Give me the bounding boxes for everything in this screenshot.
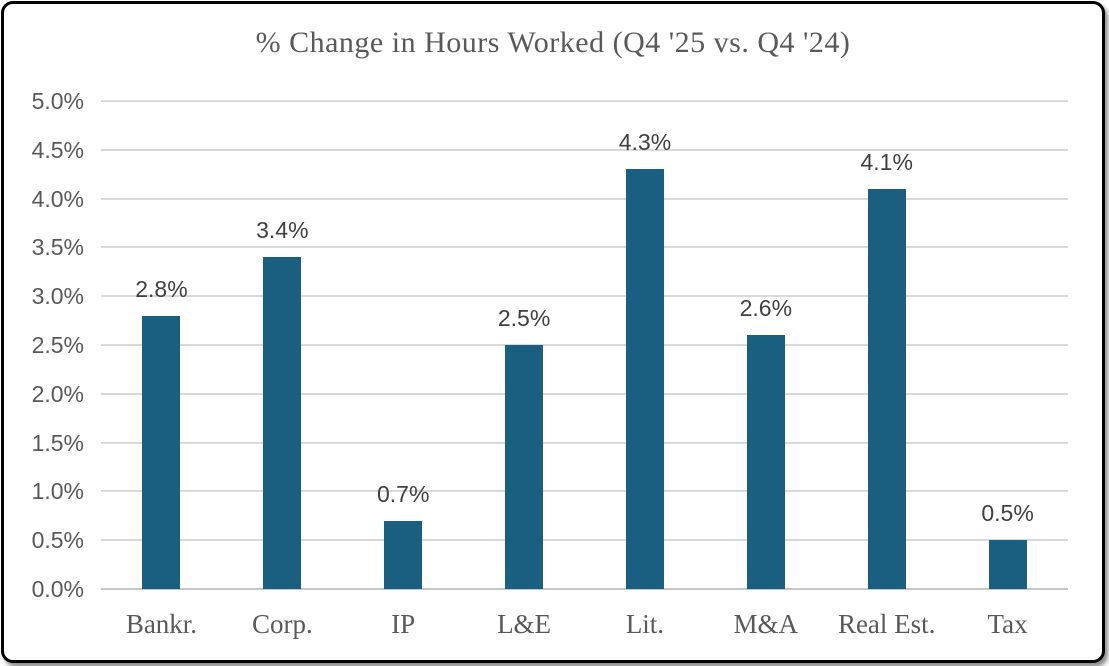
bar-data-label: 0.5% — [981, 500, 1034, 527]
bar-data-label: 2.6% — [739, 295, 793, 322]
x-tick-label: Tax — [987, 609, 1028, 639]
bar — [988, 540, 1027, 589]
y-tick-label: 0.5% — [31, 527, 84, 554]
gridline — [101, 295, 1068, 298]
y-tick-label: 3.0% — [31, 283, 84, 310]
gridline — [101, 539, 1068, 542]
chart-title: % Change in Hours Worked (Q4 '25 vs. Q4 … — [255, 26, 851, 59]
x-tick-label: IP — [391, 609, 416, 639]
gridline — [101, 344, 1068, 346]
bar — [384, 520, 423, 589]
y-tick-label: 0.0% — [31, 576, 84, 602]
gridline — [101, 490, 1068, 493]
x-tick-label: Lit. — [625, 609, 665, 639]
y-tick-label: 1.5% — [31, 429, 84, 456]
gridline — [101, 392, 1068, 395]
y-tick-label: 2.5% — [31, 332, 84, 358]
bar — [746, 335, 785, 589]
bar-data-label: 4.3% — [618, 129, 672, 156]
bar — [867, 188, 906, 589]
bar-data-label: 4.1% — [860, 148, 913, 175]
y-tick-label: 3.5% — [31, 234, 84, 261]
gridline — [101, 100, 1068, 102]
bar-data-label: 2.8% — [135, 275, 188, 302]
x-tick-label: Bankr. — [125, 609, 198, 639]
bar — [505, 345, 544, 589]
x-tick-label: M&A — [733, 609, 799, 639]
x-tick-label: L&E — [497, 609, 552, 639]
y-tick-label: 1.0% — [31, 478, 84, 505]
x-tick-label: Corp. — [251, 609, 313, 639]
gridline — [101, 197, 1068, 200]
bar-data-label: 3.4% — [256, 217, 309, 244]
x-tick-label: Real Est. — [837, 609, 936, 639]
y-tick-label: 4.0% — [31, 185, 84, 212]
y-tick-label: 4.5% — [31, 136, 84, 163]
bar-data-label: 0.7% — [376, 480, 430, 507]
y-tick-label: 2.0% — [31, 380, 84, 407]
bar — [625, 169, 664, 589]
x-axis-line — [101, 588, 1068, 590]
gridline — [101, 441, 1068, 444]
bar-data-label: 2.5% — [497, 305, 551, 331]
bar — [142, 315, 181, 589]
y-tick-label: 5.0% — [31, 88, 84, 114]
bar — [263, 257, 302, 589]
gridline — [101, 246, 1068, 249]
gridline — [101, 148, 1068, 151]
